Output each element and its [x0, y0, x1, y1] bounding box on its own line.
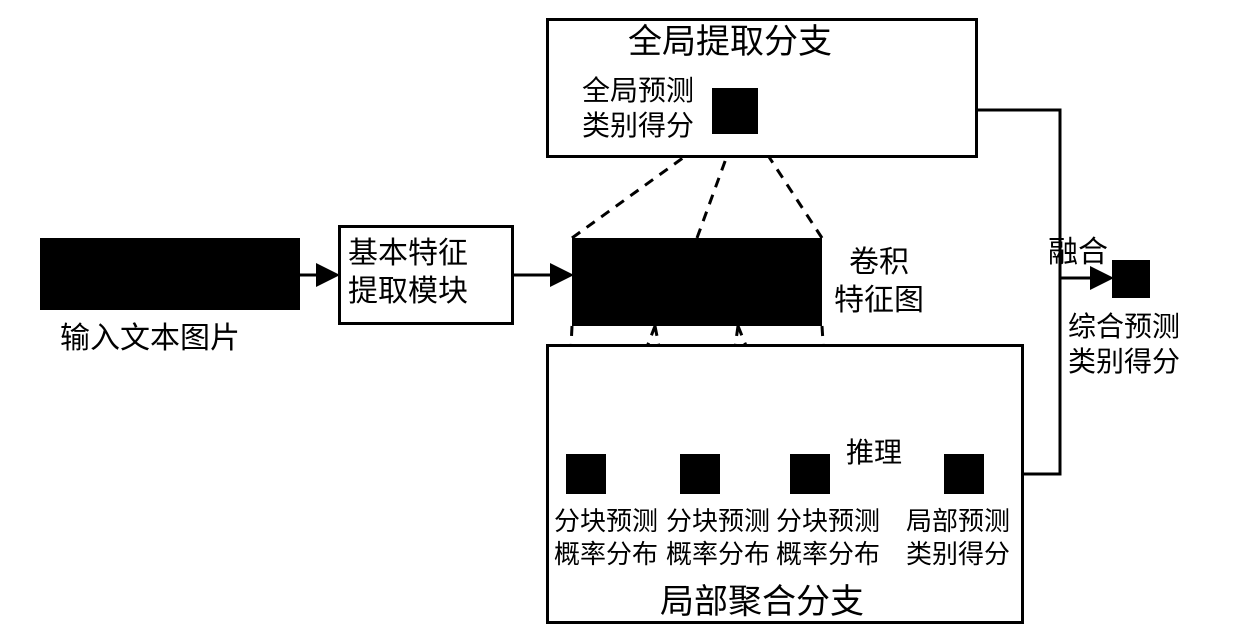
final-pred-label: 综合预测 类别得分	[1068, 310, 1180, 380]
global-pred-node	[712, 88, 758, 134]
block-pred-3-label: 分块预测 概率分布	[776, 506, 880, 571]
global-pred-label: 全局预测 类别得分	[582, 74, 694, 144]
block-pred-1	[566, 454, 606, 494]
block-pred-3	[790, 454, 830, 494]
input-image-label: 输入文本图片	[60, 320, 240, 358]
local-pred-node	[944, 454, 984, 494]
block-pred-2	[680, 454, 720, 494]
global-branch-title: 全局提取分支	[628, 22, 832, 65]
final-pred-node	[1112, 260, 1150, 298]
basic-module-label: 基本特征 提取模块	[348, 235, 468, 310]
block-pred-2-label: 分块预测 概率分布	[666, 506, 770, 571]
feature-map-label: 卷积 特征图	[834, 244, 924, 319]
block-pred-1-label: 分块预测 概率分布	[554, 506, 658, 571]
local-pred-label: 局部预测 类别得分	[906, 506, 1010, 571]
local-branch-title: 局部聚合分支	[660, 582, 864, 625]
input-image-block	[40, 238, 300, 310]
fusion-label: 融合	[1048, 234, 1108, 272]
feature-map-block	[572, 238, 822, 326]
diagram-root: 输入文本图片 基本特征 提取模块 全局提取分支 全局预测 类别得分 卷积 特征图…	[0, 0, 1240, 644]
inference-label: 推理	[846, 436, 902, 471]
